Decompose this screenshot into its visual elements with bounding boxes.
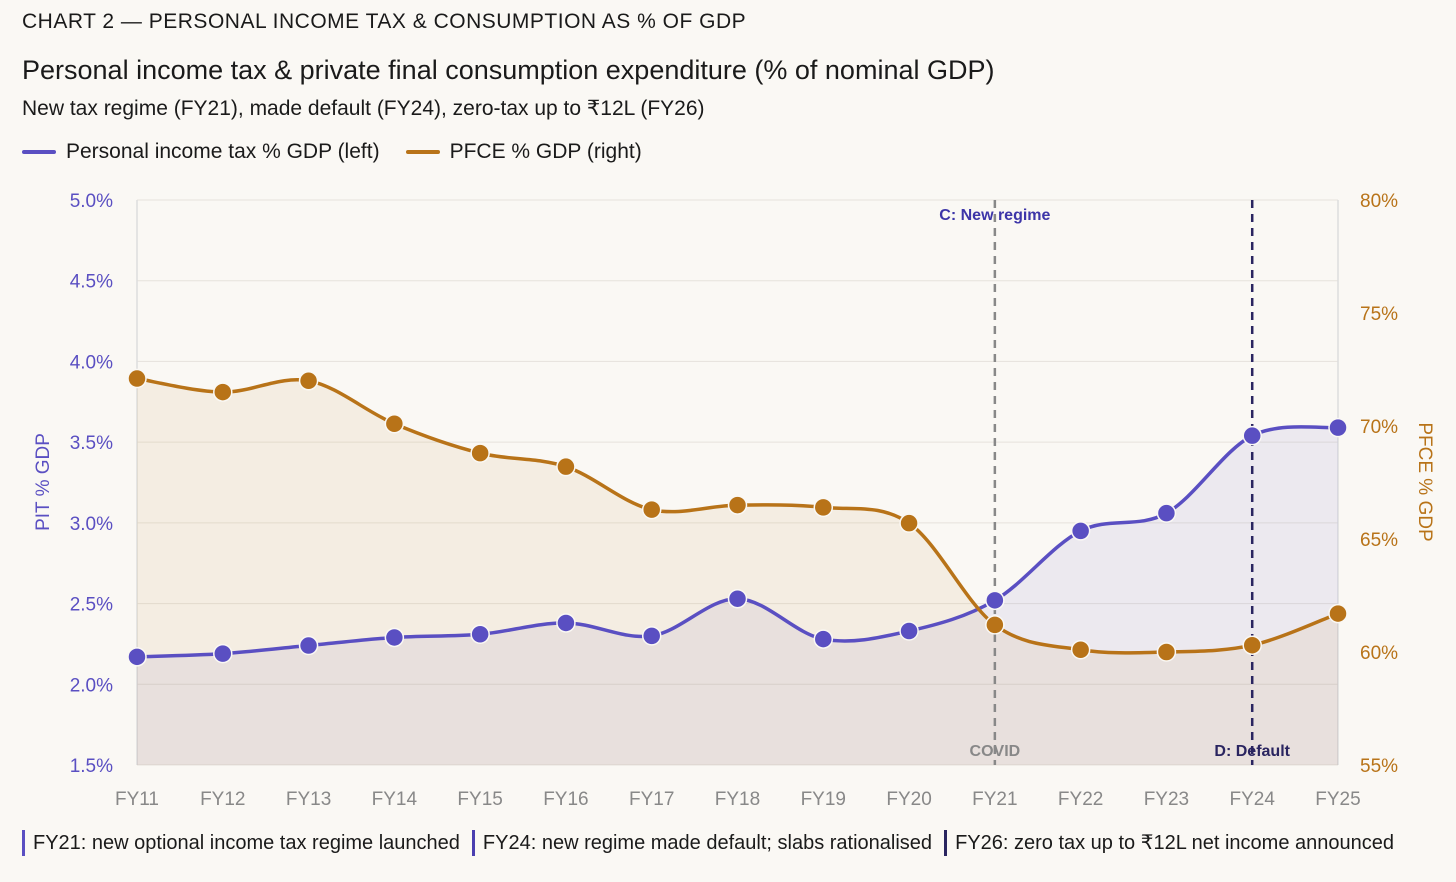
x-tick-label: FY16 bbox=[543, 789, 588, 810]
y-left-axis-title: PIT % GDP bbox=[33, 433, 54, 531]
y-left-tick-label: 4.5% bbox=[70, 272, 113, 293]
x-tick-label: FY15 bbox=[457, 789, 502, 810]
data-point bbox=[298, 371, 319, 391]
y-left-tick-label: 4.0% bbox=[70, 352, 113, 373]
data-point bbox=[384, 627, 405, 648]
y-right-tick-label: 65% bbox=[1360, 530, 1398, 551]
y-left-tick-label: 2.5% bbox=[70, 595, 113, 616]
chart-title: Personal income tax & private final cons… bbox=[22, 55, 995, 85]
chart-subtitle: New tax regime (FY21), made default (FY2… bbox=[22, 97, 705, 120]
data-point bbox=[470, 443, 490, 463]
y-right-tick-label: 75% bbox=[1360, 304, 1398, 325]
series-area-0 bbox=[137, 426, 1338, 765]
data-point bbox=[727, 495, 748, 515]
data-point bbox=[556, 613, 576, 633]
x-tick-label: FY13 bbox=[286, 789, 331, 810]
x-tick-label: FY19 bbox=[801, 789, 846, 810]
annotation-label-bottom: D: Default bbox=[1214, 743, 1290, 760]
annotation-label-top: C: New regime bbox=[939, 207, 1050, 224]
footnotes: FY21: new optional income tax regime lau… bbox=[22, 830, 1394, 856]
data-point bbox=[213, 382, 233, 402]
x-tick-label: FY22 bbox=[1058, 789, 1103, 810]
legend-item-pfce[interactable]: PFCE % GDP (right) bbox=[405, 140, 642, 164]
data-point bbox=[641, 626, 662, 646]
legend-swatch-pfce bbox=[405, 150, 440, 154]
data-point bbox=[727, 588, 748, 609]
footnote-fy26: FY26: zero tax up to ₹12L net income ann… bbox=[944, 830, 1394, 856]
x-tick-label: FY18 bbox=[715, 789, 760, 810]
legend-swatch-pit bbox=[22, 150, 56, 154]
data-point bbox=[127, 647, 147, 667]
y-right-tick-label: 70% bbox=[1360, 417, 1398, 438]
y-left-tick-label: 5.0% bbox=[70, 191, 113, 212]
y-left-tick-label: 3.0% bbox=[70, 514, 113, 535]
data-point bbox=[985, 590, 1005, 611]
data-point bbox=[1328, 603, 1348, 624]
x-tick-label: FY25 bbox=[1315, 789, 1360, 810]
y-right-axis-title: PFCE % GDP bbox=[1414, 422, 1435, 541]
data-point bbox=[1242, 635, 1262, 655]
data-point bbox=[1156, 503, 1177, 523]
legend-item-pit[interactable]: Personal income tax % GDP (left) bbox=[22, 140, 380, 164]
annotation-label-bottom: COVID bbox=[970, 743, 1021, 760]
x-tick-label: FY11 bbox=[115, 789, 159, 810]
data-point bbox=[1156, 642, 1177, 662]
data-point bbox=[470, 624, 490, 644]
legend-label-pit: Personal income tax % GDP (left) bbox=[66, 140, 380, 163]
y-right-tick-label: 55% bbox=[1360, 756, 1398, 777]
data-point bbox=[213, 643, 233, 664]
x-tick-label: FY20 bbox=[886, 789, 931, 810]
y-left-tick-label: 2.0% bbox=[70, 675, 113, 696]
series-area-1 bbox=[137, 378, 1338, 765]
y-left-tick-label: 3.5% bbox=[70, 433, 113, 454]
y-left-tick-label: 1.5% bbox=[70, 756, 113, 777]
legend: Personal income tax % GDP (left) PFCE % … bbox=[22, 140, 642, 164]
footnote-fy21: FY21: new optional income tax regime lau… bbox=[22, 830, 460, 856]
x-tick-label: FY23 bbox=[1144, 789, 1189, 810]
data-point bbox=[899, 513, 919, 533]
data-point bbox=[298, 635, 319, 656]
data-point bbox=[384, 413, 405, 434]
x-tick-label: FY21 bbox=[972, 789, 1017, 810]
data-point bbox=[1328, 417, 1348, 438]
data-point bbox=[556, 456, 576, 477]
data-point bbox=[985, 615, 1005, 635]
x-tick-label: FY12 bbox=[200, 789, 245, 810]
data-point bbox=[1070, 639, 1091, 660]
data-point bbox=[813, 629, 834, 649]
data-point bbox=[127, 368, 147, 389]
x-tick-label: FY17 bbox=[629, 789, 674, 810]
y-right-tick-label: 80% bbox=[1360, 191, 1398, 212]
data-point bbox=[899, 621, 919, 641]
data-point bbox=[641, 499, 662, 520]
data-point bbox=[813, 497, 834, 518]
x-tick-label: FY24 bbox=[1230, 789, 1276, 810]
x-tick-label: FY14 bbox=[372, 789, 418, 810]
chart-kicker: CHART 2 — PERSONAL INCOME TAX & CONSUMPT… bbox=[22, 10, 747, 33]
y-right-tick-label: 60% bbox=[1360, 643, 1398, 664]
data-point bbox=[1070, 521, 1091, 541]
data-point bbox=[1242, 425, 1262, 446]
legend-label-pfce: PFCE % GDP (right) bbox=[449, 140, 642, 163]
footnote-fy24: FY24: new regime made default; slabs rat… bbox=[471, 830, 932, 856]
